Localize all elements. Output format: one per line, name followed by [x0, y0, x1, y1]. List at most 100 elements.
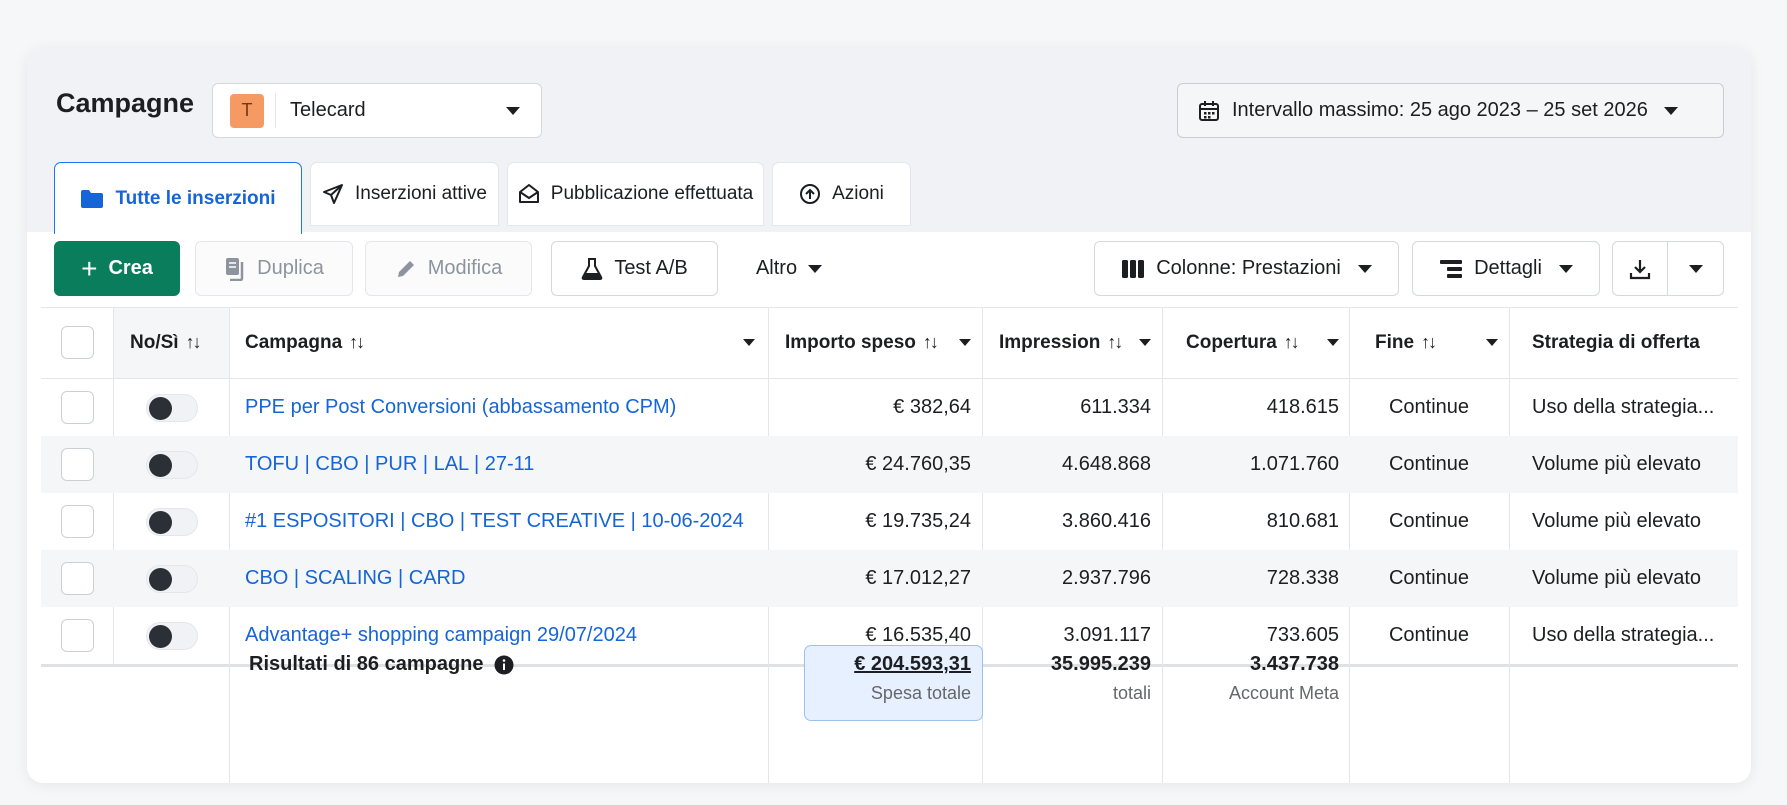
select-all-checkbox[interactable] — [61, 307, 94, 378]
ab-test-button[interactable]: Test A/B — [551, 241, 718, 296]
bid-strategy-value: Uso della strategia... — [1532, 396, 1715, 418]
toggle-knob — [149, 567, 172, 591]
column-label: Fine — [1375, 331, 1415, 353]
column-header-bid-strategy[interactable]: Strategia di offerta — [1532, 307, 1700, 378]
total-spent-label: Spesa totale — [870, 683, 971, 703]
chevron-down-icon — [808, 264, 823, 273]
tab-published[interactable]: Pubblicazione effettuata — [507, 162, 764, 226]
campaign-name-link[interactable]: PPE per Post Conversioni (abbassamento C… — [245, 396, 677, 418]
tab-active-ads[interactable]: Inserzioni attive — [310, 162, 499, 226]
sort-icon[interactable]: ↑↓ — [349, 332, 365, 352]
table-row[interactable]: CBO | SCALING | CARD € 17.012,27 2.937.7… — [41, 550, 1738, 607]
checkbox[interactable] — [61, 326, 94, 359]
chevron-down-icon — [1688, 264, 1703, 273]
bid-strategy-value: Volume più elevato — [1532, 453, 1702, 475]
folder-icon — [81, 189, 104, 208]
export-button-group[interactable] — [1612, 241, 1724, 296]
bid-strategy-value: Volume più elevato — [1532, 510, 1702, 532]
tab-label: Pubblicazione effettuata — [550, 183, 754, 204]
campaign-name-link[interactable]: CBO | SCALING | CARD — [245, 567, 466, 589]
create-label: Crea — [108, 257, 153, 279]
reach-value: 418.615 — [1266, 396, 1339, 418]
campaign-toggle[interactable] — [146, 450, 198, 479]
campaign-toggle[interactable] — [146, 564, 198, 593]
reach-value: 733.605 — [1266, 624, 1339, 646]
sort-icon[interactable]: ↑↓ — [1421, 332, 1437, 352]
column-header-spent[interactable]: Importo speso ↑↓ — [785, 307, 971, 378]
tab-actions[interactable]: Azioni — [772, 162, 911, 226]
envelope-open-icon — [518, 184, 539, 203]
column-header-end[interactable]: Fine ↑↓ — [1375, 307, 1498, 378]
tab-label: Azioni — [832, 183, 884, 204]
info-icon[interactable] — [494, 655, 514, 675]
spent-value: € 382,64 — [893, 396, 971, 418]
row-checkbox[interactable] — [61, 448, 94, 481]
divider — [768, 307, 769, 783]
campaign-name-link[interactable]: Advantage+ shopping campaign 29/07/2024 — [245, 624, 637, 646]
column-label: Strategia di offerta — [1532, 331, 1700, 353]
total-spent-value[interactable]: € 204.593,31 — [854, 653, 971, 675]
table-row[interactable]: #1 ESPOSITORI | CBO | TEST CREATIVE | 10… — [41, 493, 1738, 550]
column-header-toggle[interactable]: No/Sì ↑↓ — [130, 307, 202, 378]
total-reach-value: 3.437.738 — [1250, 653, 1339, 675]
row-checkbox[interactable] — [61, 391, 94, 424]
account-name: Telecard — [290, 99, 366, 121]
edit-label: Modifica — [427, 257, 503, 279]
table-row[interactable]: Advantage+ shopping campaign 29/07/2024 … — [41, 607, 1738, 664]
plus-icon: + — [81, 252, 98, 284]
campaign-name-link[interactable]: #1 ESPOSITORI | CBO | TEST CREATIVE | 10… — [245, 510, 744, 532]
account-selector[interactable]: T Telecard — [212, 83, 542, 138]
chevron-down-icon[interactable] — [1327, 339, 1339, 346]
tab-all-ads[interactable]: Tutte le inserzioni — [54, 162, 302, 236]
campaign-toggle[interactable] — [146, 393, 198, 422]
total-spent-highlight — [804, 645, 983, 721]
breakdown-label: Dettagli — [1474, 257, 1542, 279]
divider — [275, 93, 276, 128]
chevron-down-icon — [1663, 106, 1678, 115]
table-row[interactable]: PPE per Post Conversioni (abbassamento C… — [41, 379, 1738, 436]
campaign-toggle[interactable] — [146, 621, 198, 650]
duplicate-button[interactable]: Duplica — [195, 241, 353, 296]
calendar-icon — [1199, 100, 1219, 121]
spent-value: € 17.012,27 — [865, 567, 971, 589]
flask-icon — [581, 257, 603, 280]
sort-icon[interactable]: ↑↓ — [1283, 332, 1300, 352]
export-button[interactable] — [1613, 242, 1668, 295]
impressions-value: 611.334 — [1080, 396, 1151, 418]
date-range-picker[interactable]: Intervallo massimo: 25 ago 2023 – 25 set… — [1177, 83, 1724, 138]
end-value: Continue — [1388, 624, 1470, 646]
column-label: Copertura — [1186, 331, 1277, 353]
breakdown-dropdown[interactable]: Dettagli — [1412, 241, 1600, 296]
table-row[interactable]: TOFU | CBO | PUR | LAL | 27-11 € 24.760,… — [41, 436, 1738, 493]
breakdown-icon — [1440, 259, 1463, 278]
chevron-down-icon[interactable] — [743, 339, 755, 346]
columns-dropdown[interactable]: Colonne: Prestazioni — [1094, 241, 1399, 296]
campaigns-panel: Campagne T Telecard Intervallo massimo: … — [27, 48, 1751, 783]
bid-strategy-value: Uso della strategia... — [1532, 624, 1715, 646]
row-checkbox[interactable] — [61, 619, 94, 652]
chevron-down-icon[interactable] — [1139, 339, 1151, 346]
column-header-impressions[interactable]: Impression ↑↓ — [999, 307, 1151, 378]
row-checkbox[interactable] — [61, 505, 94, 538]
arrow-up-circle-icon — [800, 184, 821, 204]
campaign-toggle[interactable] — [146, 507, 198, 536]
end-value: Continue — [1388, 396, 1470, 418]
toggle-knob — [149, 396, 172, 420]
chevron-down-icon[interactable] — [1486, 339, 1498, 346]
edit-button[interactable]: Modifica — [365, 241, 532, 296]
column-header-campaign[interactable]: Campagna ↑↓ — [245, 307, 755, 378]
column-header-reach[interactable]: Copertura ↑↓ — [1186, 307, 1339, 378]
export-options-button[interactable] — [1668, 242, 1723, 295]
download-icon — [1629, 259, 1651, 279]
more-dropdown[interactable]: Altro — [735, 241, 843, 296]
sort-icon[interactable]: ↑↓ — [185, 332, 202, 352]
row-checkbox[interactable] — [61, 562, 94, 595]
chevron-down-icon — [1558, 264, 1573, 273]
campaign-name-link[interactable]: TOFU | CBO | PUR | LAL | 27-11 — [245, 453, 535, 475]
sort-icon[interactable]: ↑↓ — [1107, 332, 1123, 352]
sort-icon[interactable]: ↑↓ — [922, 332, 939, 352]
columns-label: Colonne: Prestazioni — [1156, 257, 1341, 279]
chevron-down-icon[interactable] — [959, 339, 971, 346]
impressions-value: 3.860.416 — [1062, 510, 1151, 532]
create-button[interactable]: + Crea — [54, 241, 180, 296]
